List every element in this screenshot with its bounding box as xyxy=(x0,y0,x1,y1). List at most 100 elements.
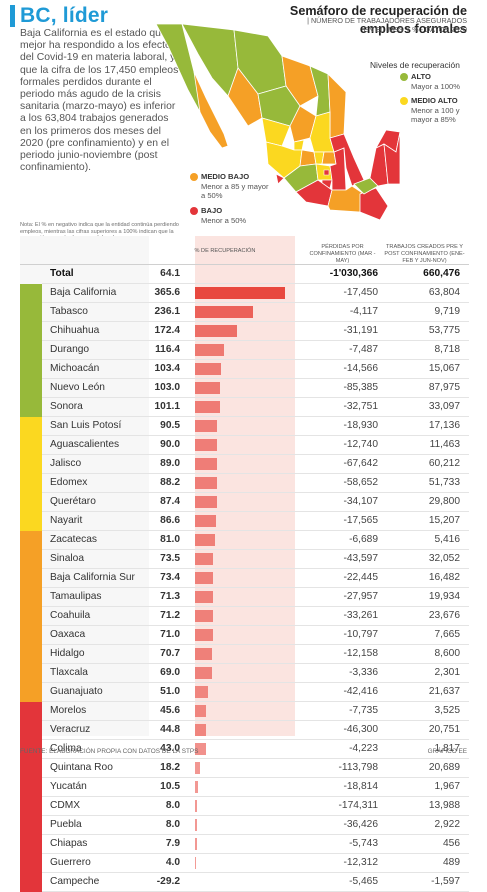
jobs-lost: -7,487 xyxy=(349,344,378,355)
level-swatch xyxy=(20,455,42,474)
recovery-bar xyxy=(195,800,197,812)
table-row: Guerrero 4.0 -12,312 489 xyxy=(20,854,469,873)
level-swatch xyxy=(20,626,42,645)
jobs-lost: -6,689 xyxy=(349,534,378,545)
table-row: Aguascalientes 90.0 -12,740 11,463 xyxy=(20,436,469,455)
graphic-credit: GRÁFICO EE xyxy=(427,748,467,755)
recovery-bar xyxy=(195,344,224,356)
table-row: Baja California Sur 73.4 -22,445 16,482 xyxy=(20,569,469,588)
jobs-lost: -4,223 xyxy=(349,743,378,754)
recovery-bar xyxy=(195,686,208,698)
recovery-pct: 89.0 xyxy=(160,458,180,469)
map-region-tamaulipas xyxy=(327,72,347,139)
level-swatch xyxy=(20,493,42,512)
column-header-pct: % DE RECUPERACIÓN xyxy=(194,248,256,254)
level-swatch xyxy=(20,854,42,873)
recovery-pct: 71.3 xyxy=(160,591,180,602)
state-name: Chiapas xyxy=(50,838,88,849)
table-row: Tamaulipas 71.3 -27,957 19,934 xyxy=(20,588,469,607)
row-divider xyxy=(42,378,469,379)
recovery-pct: 51.0 xyxy=(160,686,180,697)
jobs-lost: -34,107 xyxy=(343,496,378,507)
row-divider xyxy=(42,549,469,550)
level-swatch xyxy=(20,721,42,740)
jobs-lost: -58,652 xyxy=(343,477,378,488)
jobs-created: 87,975 xyxy=(428,382,460,393)
recovery-bar xyxy=(195,306,254,318)
recovery-bar xyxy=(195,287,285,299)
row-divider xyxy=(42,302,469,303)
state-name: Baja California xyxy=(50,287,117,298)
recovery-pct: 44.8 xyxy=(160,724,180,735)
level-swatch xyxy=(20,303,42,322)
table-row: Sonora 101.1 -32,751 33,097 xyxy=(20,398,469,417)
state-name: Sonora xyxy=(50,401,83,412)
row-divider xyxy=(42,435,469,436)
jobs-lost: -12,740 xyxy=(343,439,378,450)
row-divider xyxy=(42,587,469,588)
table-row: Sinaloa 73.5 -43,597 32,052 xyxy=(20,550,469,569)
recovery-pct: 70.7 xyxy=(160,648,180,659)
jobs-created: 53,775 xyxy=(428,325,460,336)
row-divider xyxy=(42,663,469,664)
recovery-pct: 73.4 xyxy=(160,572,180,583)
level-swatch xyxy=(20,474,42,493)
state-name: Guanajuato xyxy=(50,686,103,697)
recovery-bar xyxy=(195,610,213,622)
intro-paragraph: Baja California es el estado que mejor h… xyxy=(20,28,182,174)
state-name: Baja California Sur xyxy=(50,572,135,583)
total-pct: 64.1 xyxy=(160,268,180,279)
map-title: Semáforo de recuperación de empleos form… xyxy=(289,4,467,36)
state-name: Sinaloa xyxy=(50,553,84,564)
level-swatch xyxy=(20,683,42,702)
state-name: Zacatecas xyxy=(50,534,97,545)
jobs-created: 2,301 xyxy=(434,667,461,678)
recovery-pct: 365.6 xyxy=(154,287,181,298)
row-divider xyxy=(42,720,469,721)
table-row: Morelos 45.6 -7,735 3,525 xyxy=(20,702,469,721)
table-row: Colima 43.0 -4,223 1,817 xyxy=(20,740,469,759)
footer: FUENTE: ELABORACIÓN PROPIA CON DATOS DE … xyxy=(0,748,487,768)
state-name: Oaxaca xyxy=(50,629,86,640)
recovery-bar xyxy=(195,857,196,869)
row-divider xyxy=(42,454,469,455)
state-name: San Luis Potosí xyxy=(50,420,122,431)
recovery-bar xyxy=(195,515,217,527)
jobs-lost: -31,191 xyxy=(343,325,378,336)
jobs-created: 15,207 xyxy=(428,515,460,526)
jobs-lost: -32,751 xyxy=(343,401,378,412)
level-swatch xyxy=(20,360,42,379)
recovery-pct: 236.1 xyxy=(154,306,181,317)
legend-swatch-alto xyxy=(400,73,408,81)
row-divider xyxy=(42,492,469,493)
state-name: Querétaro xyxy=(50,496,96,507)
recovery-bar xyxy=(195,382,221,394)
level-swatch xyxy=(20,284,42,303)
state-name: Aguascalientes xyxy=(50,439,120,450)
recovery-bar xyxy=(195,724,206,736)
recovery-bar xyxy=(195,838,197,850)
jobs-created: 5,416 xyxy=(434,534,461,545)
jobs-created: 21,637 xyxy=(428,686,460,697)
state-name: CDMX xyxy=(50,800,80,811)
jobs-lost: -43,597 xyxy=(343,553,378,564)
recovery-pct: 116.4 xyxy=(155,344,180,355)
recovery-bar xyxy=(195,591,213,603)
state-name: Morelos xyxy=(50,705,87,716)
state-name: Durango xyxy=(50,344,90,355)
recovery-bar xyxy=(195,420,218,432)
table-row: Coahuila 71.2 -33,261 23,676 xyxy=(20,607,469,626)
table-row: Querétaro 87.4 -34,107 29,800 xyxy=(20,493,469,512)
total-label: Total xyxy=(50,268,74,279)
row-divider xyxy=(42,397,469,398)
recovery-pct: 7.9 xyxy=(165,838,180,849)
table-row: San Luis Potosí 90.5 -18,930 17,136 xyxy=(20,417,469,436)
recovery-bar xyxy=(195,781,198,793)
jobs-created: 11,463 xyxy=(429,439,460,450)
jobs-lost: -12,312 xyxy=(343,857,378,868)
headline-accent-bar xyxy=(10,5,15,27)
headline: BC, líder xyxy=(10,4,108,28)
state-name: Tlaxcala xyxy=(50,667,88,678)
recovery-bar xyxy=(195,439,218,451)
recovery-table: % DE RECUPERACIÓN PÉRDIDAS POR CONFINAMI… xyxy=(20,236,469,892)
